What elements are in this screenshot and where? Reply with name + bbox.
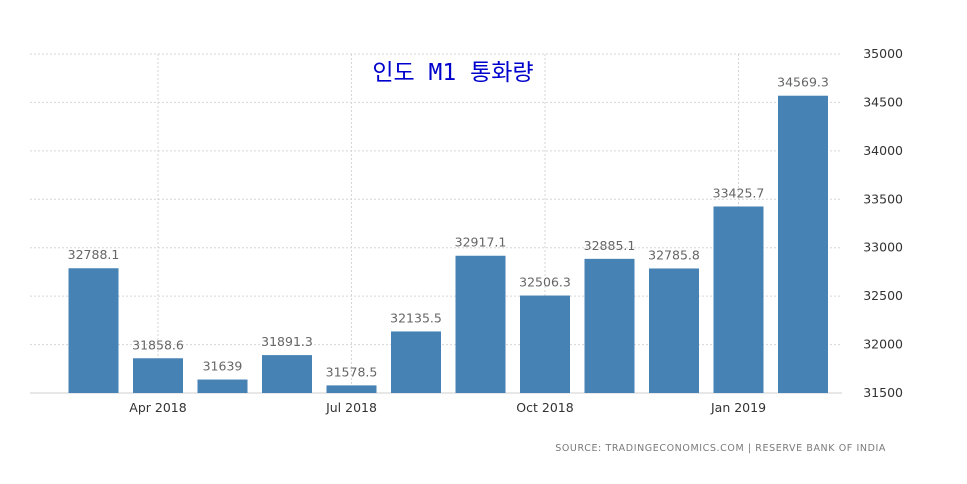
y-tick-label: 32000	[863, 337, 903, 352]
data-label: 31639	[203, 359, 243, 374]
x-tick-label: Jul 2018	[325, 400, 377, 415]
data-label: 32506.3	[519, 275, 571, 290]
bar-2018-03	[68, 268, 119, 393]
x-tick-label: Oct 2018	[516, 400, 573, 415]
x-axis-ticks: Apr 2018 Jul 2018 Oct 2018 Jan 2019	[129, 400, 766, 415]
source-note: SOURCE: TRADINGECONOMICS.COM | RESERVE B…	[555, 443, 886, 454]
bar-2018-05	[197, 379, 248, 393]
data-label: 32785.8	[648, 247, 700, 262]
bar-2018-04	[133, 358, 183, 393]
bar-2018-08	[391, 331, 441, 393]
data-label: 32135.5	[390, 310, 442, 325]
bar-2019-01	[713, 206, 764, 393]
y-tick-label: 32500	[863, 288, 903, 303]
bar-2018-09	[455, 255, 506, 393]
bar-2018-12	[649, 268, 699, 393]
data-label: 31891.3	[261, 334, 313, 349]
y-tick-label: 33000	[863, 240, 903, 255]
y-tick-label: 33500	[863, 191, 903, 206]
x-tick-label: Apr 2018	[129, 400, 186, 415]
y-axis-ticks: 31500 32000 32500 33000 33500 34000 34500 35000	[863, 46, 903, 400]
data-label: 32885.1	[584, 238, 636, 253]
data-labels: 32788.1 31858.6 31639 31891.3 31578.5 32135.5…	[68, 75, 829, 380]
data-label: 31578.5	[326, 364, 378, 379]
bar-2018-06	[262, 355, 312, 393]
data-label: 32917.1	[455, 235, 507, 250]
bar-2018-07	[326, 385, 377, 393]
y-tick-label: 35000	[863, 46, 903, 61]
data-label: 33425.7	[713, 185, 765, 200]
bar-2018-10	[520, 295, 570, 393]
data-label: 32788.1	[68, 247, 120, 262]
x-tick-label: Jan 2019	[710, 400, 766, 415]
bars	[68, 95, 828, 393]
bar-2019-02	[778, 95, 828, 393]
data-label: 34569.3	[777, 75, 829, 90]
chart-title: 인도 M1 통화량	[372, 60, 533, 86]
y-tick-label: 34000	[863, 143, 903, 158]
bar-2018-11	[584, 258, 635, 393]
y-tick-label: 34500	[863, 94, 903, 109]
y-tick-label: 31500	[863, 385, 903, 400]
data-label: 31858.6	[132, 337, 184, 352]
